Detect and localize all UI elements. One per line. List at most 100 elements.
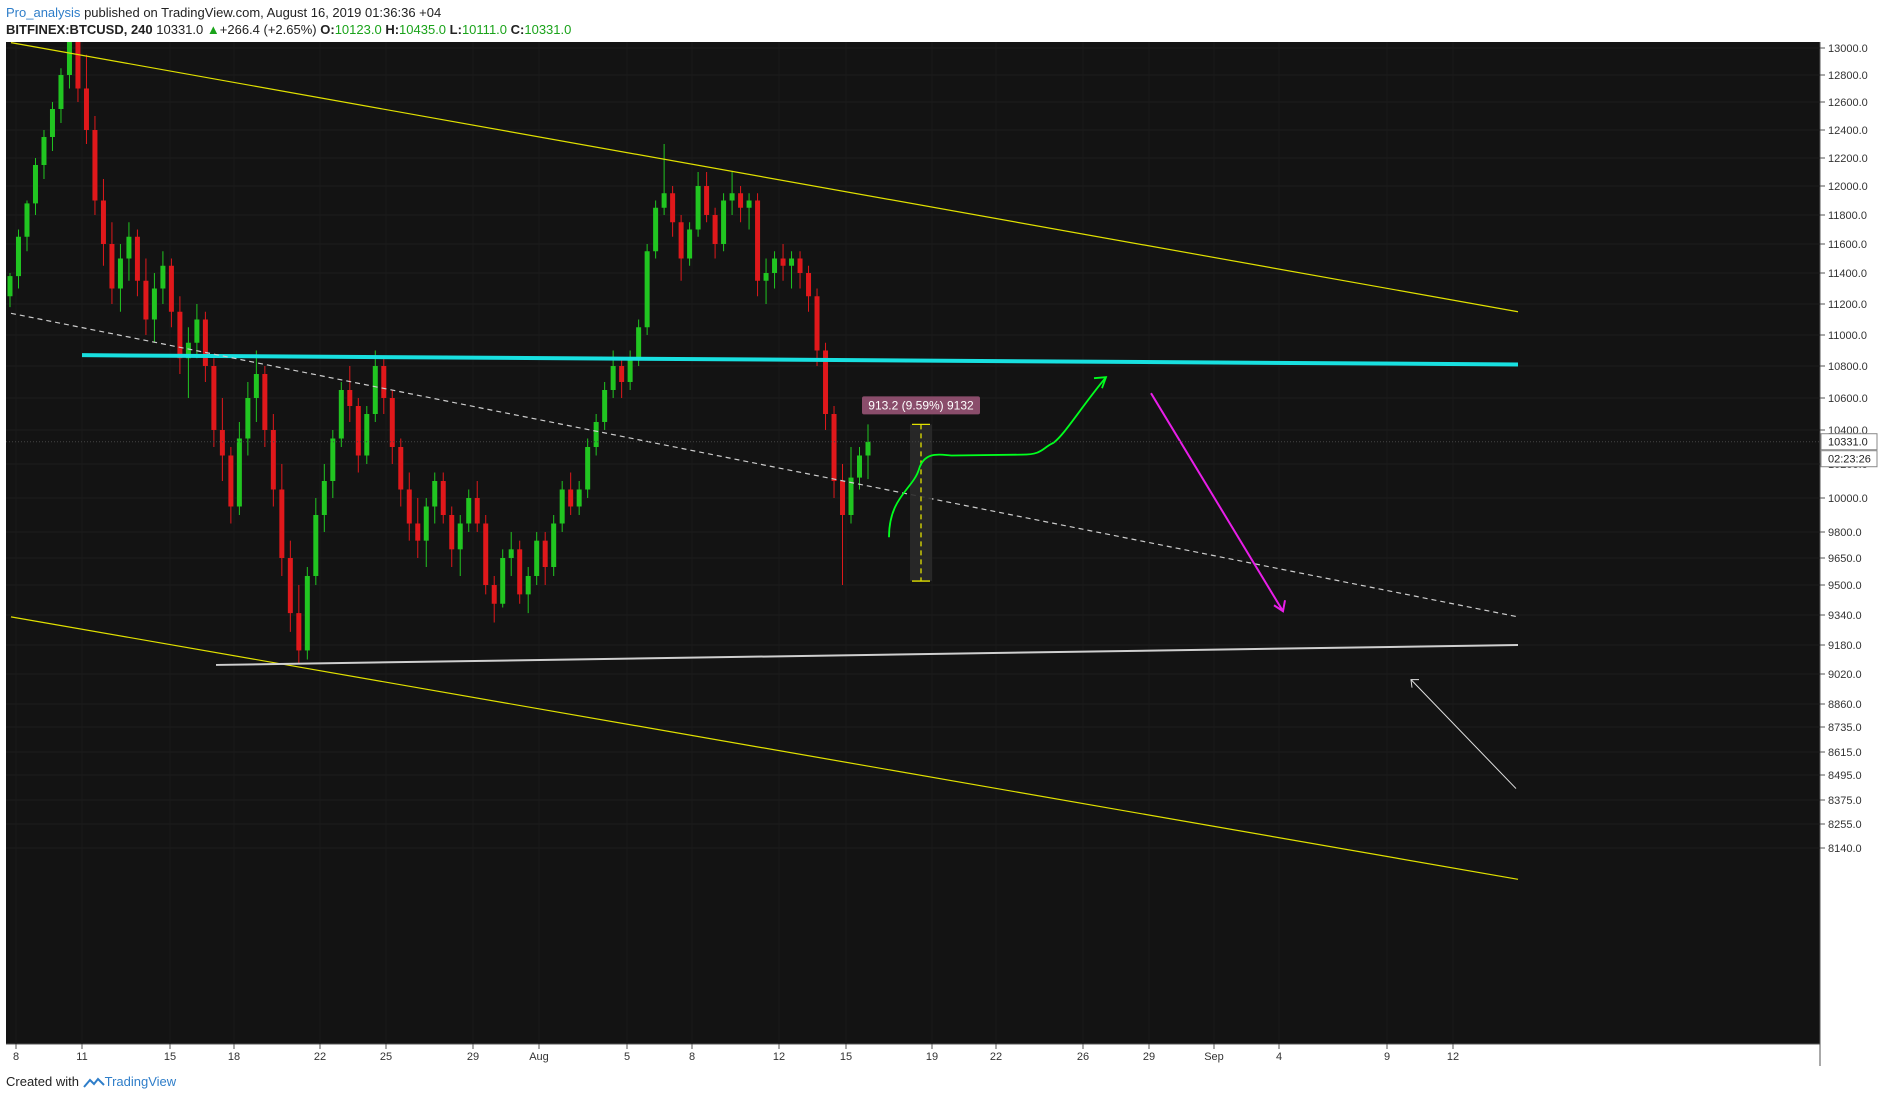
close-value: 10331.0: [524, 22, 572, 37]
lower-channel-line: [10, 616, 1519, 880]
candle-body: [593, 422, 599, 447]
y-tick-label: 10600.0: [1828, 393, 1868, 405]
y-tick-label: 8255.0: [1828, 819, 1862, 831]
candle-body: [253, 374, 259, 398]
candle-body: [780, 258, 786, 266]
candle-body: [865, 441, 871, 456]
candle-body: [83, 88, 89, 130]
open-value: 10123.0: [334, 22, 382, 37]
candle-body: [627, 358, 633, 382]
y-tick-label: 8735.0: [1828, 722, 1862, 734]
candle-body: [712, 215, 718, 244]
publish-text: published on TradingView.com, August 16,…: [84, 5, 442, 20]
candle-body: [704, 186, 710, 215]
y-tick-label: 9020.0: [1828, 669, 1862, 681]
candle-body: [296, 613, 302, 651]
down-arrowhead-icon: [1273, 600, 1286, 613]
candle-body: [457, 523, 463, 550]
x-tick-label: 26: [1077, 1051, 1089, 1063]
up-triangle-icon: ▲: [206, 22, 220, 37]
forecast-path: [888, 376, 1107, 538]
y-tick-label: 11000.0: [1828, 330, 1867, 342]
price-chart[interactable]: 913.2 (9.59%) 9132 13000.0 12800.0 12600.0…: [6, 42, 1889, 1066]
small-arrowhead-icon: [1410, 679, 1419, 688]
candle-body: [763, 273, 769, 281]
candle-body: [279, 489, 285, 558]
x-tick-label: 15: [164, 1051, 176, 1063]
x-tick-label: 5: [624, 1051, 630, 1063]
candle-body: [41, 137, 47, 165]
measure-label: 913.2 (9.59%) 9132: [868, 398, 974, 412]
candle-body: [678, 222, 684, 259]
tradingview-logo-icon: [82, 1077, 105, 1088]
candle-body: [449, 515, 455, 550]
candle-body: [840, 481, 846, 515]
candle-body: [372, 366, 378, 414]
candle-body: [525, 576, 531, 595]
candle-body: [245, 398, 251, 439]
price-change: +266.4 (+2.65%): [219, 22, 317, 37]
high-label: H:: [385, 22, 400, 37]
candle-body: [729, 193, 735, 201]
candle-body: [653, 207, 659, 252]
x-tick-label: 11: [76, 1051, 87, 1063]
candle-body: [823, 350, 829, 414]
candle-body: [415, 523, 421, 541]
high-value: 10435.0: [399, 22, 447, 37]
footer: Created with TradingView: [6, 1074, 176, 1089]
candle-body: [185, 342, 191, 359]
dashed-trend-line: [10, 312, 1519, 618]
candle-body: [814, 296, 820, 351]
candle-body: [432, 481, 438, 507]
candle-body: [687, 229, 693, 259]
chart-area[interactable]: 913.2 (9.59%) 9132 13000.0 12800.0 12600.0…: [6, 42, 1889, 1066]
y-tick-label: 9800.0: [1828, 527, 1862, 539]
y-tick-label: 12800.0: [1828, 70, 1868, 82]
x-tick-label: 18: [228, 1051, 240, 1063]
candle-body: [670, 193, 676, 223]
drawings-layer: 913.2 (9.59%) 9132: [6, 42, 1820, 880]
symbol-label[interactable]: BITFINEX:BTCUSD, 240: [6, 22, 153, 37]
y-tick-label: 8375.0: [1828, 795, 1862, 807]
time-axis-bg: [6, 1044, 1820, 1066]
candle-body: [134, 236, 140, 281]
x-tick-label: 22: [990, 1051, 1002, 1063]
y-tick-label: 9500.0: [1828, 580, 1862, 592]
y-tick-label: 11800.0: [1828, 210, 1867, 222]
y-tick-label: 13000.0: [1828, 43, 1868, 55]
candle-body: [168, 265, 174, 312]
candle-body: [619, 366, 625, 382]
candle-body: [7, 276, 13, 297]
x-tick-label: 22: [314, 1051, 326, 1063]
close-label: C:: [510, 22, 525, 37]
upper-channel-line: [10, 42, 1519, 313]
candle-body: [831, 414, 837, 481]
candle-body: [466, 498, 472, 524]
countdown-label: 02:23:26: [1828, 454, 1871, 466]
author-link[interactable]: Pro_analysis: [6, 5, 81, 20]
y-tick-label: 11400.0: [1828, 268, 1867, 280]
candle-body: [806, 273, 812, 297]
small-arrow-line: [1410, 679, 1517, 789]
candle-body: [610, 366, 616, 390]
candle-body: [474, 498, 480, 524]
candle-body: [24, 203, 30, 237]
x-tick-label: Sep: [1204, 1051, 1224, 1063]
candle-body: [313, 515, 319, 576]
y-tick-label: 11200.0: [1828, 299, 1867, 311]
price-axis[interactable]: 13000.0 12800.0 12600.0 12400.0 12200.0 12000…: [1820, 43, 1878, 855]
candle-body: [644, 251, 650, 328]
candle-body: [772, 258, 778, 273]
candle-body: [100, 200, 106, 244]
candle-body: [721, 200, 727, 244]
candle-body: [126, 236, 132, 259]
x-tick-label: 12: [773, 1051, 785, 1063]
candle-body: [228, 455, 234, 507]
tradingview-link[interactable]: TradingView: [104, 1074, 177, 1089]
y-tick-label: 10800.0: [1828, 361, 1868, 373]
candle-body: [848, 477, 854, 515]
candle-body: [202, 319, 208, 366]
candle-body: [551, 523, 557, 567]
y-tick-label: 11600.0: [1828, 239, 1867, 251]
time-axis[interactable]: 8 11 15 18 22 25 29 Aug 5 8 12 15 19 22 26 29 Sep 4 9 12: [13, 1044, 1459, 1063]
